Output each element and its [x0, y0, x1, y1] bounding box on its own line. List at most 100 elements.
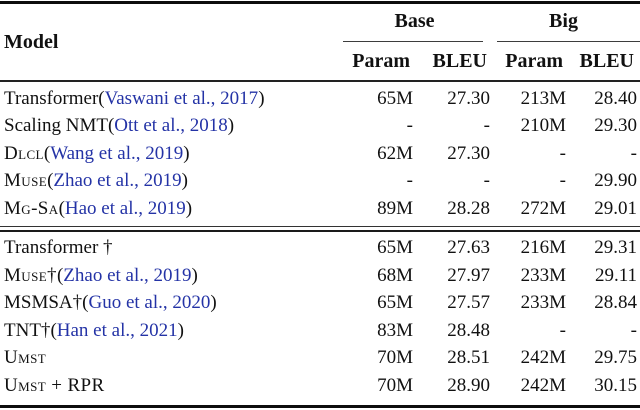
model-header-label: Model	[4, 30, 59, 53]
section-divider-thin-rule	[0, 225, 640, 227]
model-name: Scaling NMT	[4, 115, 108, 137]
table-row: Umst + RPR 70M 28.90 242M 30.15	[0, 372, 640, 400]
cmidrule-big	[497, 41, 640, 42]
section-divider-rule	[0, 229, 640, 232]
header-rule	[0, 80, 640, 82]
table-row: Mg-Sa (Hao et al., 2019) 89M 28.28 272M 29.0…	[0, 195, 640, 223]
metric-column-headers: Base Big Param BLEU Param BLEU	[342, 4, 640, 80]
model-cell: Scaling NMT (Ott et al., 2018)	[4, 115, 235, 137]
cell-param-big: 242M	[520, 347, 566, 369]
cell-bleu-base: 27.97	[447, 264, 490, 286]
citation-link[interactable]: Ott et al., 2018	[114, 115, 228, 137]
cell-bleu-big: 28.84	[594, 292, 637, 314]
cell-param-big: 210M	[520, 115, 566, 137]
model-cell: Umst	[0, 347, 345, 369]
cell-param-big: 272M	[520, 197, 566, 219]
cell-param-base: 62M	[377, 142, 413, 164]
cell-param-base: 70M	[377, 347, 413, 369]
section-prior-work: Transformer (Vaswani et al., 2017) 65M 27.…	[0, 82, 640, 226]
citation-link[interactable]: Hao et al., 2019	[64, 197, 186, 219]
group-label-base: Base	[394, 10, 435, 32]
table-row: Umst 70M 28.51 242M 29.75	[0, 345, 640, 373]
cell-bleu-big: 30.15	[594, 374, 637, 396]
model-name: Muse†	[4, 264, 57, 286]
cell-bleu-big: -	[630, 319, 637, 341]
cell-param-base: 65M	[377, 237, 413, 259]
cell-bleu-base: 28.28	[447, 197, 490, 219]
cell-bleu-big: 29.30	[594, 115, 637, 137]
cell-param-big: 216M	[520, 237, 566, 259]
model-cell: Umst + RPR	[0, 375, 345, 397]
cell-bleu-big: 29.31	[594, 237, 637, 259]
cell-bleu-base: -	[483, 115, 490, 137]
model-cell: Transformer †	[0, 237, 345, 259]
citation-link[interactable]: Wang et al., 2019	[50, 142, 184, 164]
table-row: Muse† (Zhao et al., 2019) 68M 27.97 233M 29.…	[0, 262, 640, 290]
cell-param-big: 233M	[520, 264, 566, 286]
cell-bleu-big: 29.01	[594, 197, 637, 219]
model-cell: TNT† (Han et al., 2021)	[4, 319, 184, 341]
model-cell: MSMSA† (Guo et al., 2020)	[4, 292, 217, 314]
cell-bleu-big: 28.40	[594, 87, 637, 109]
column-group-base: Base	[342, 4, 487, 42]
model-name: TNT†	[4, 319, 51, 341]
table-row: Transformer (Vaswani et al., 2017) 65M 27.…	[0, 85, 640, 113]
cell-bleu-big: 29.75	[594, 347, 637, 369]
group-header-row: Base Big	[342, 4, 640, 42]
group-label-big: Big	[549, 10, 578, 32]
subheader-param-big: Param	[505, 49, 563, 72]
model-name: Umst + RPR	[4, 374, 105, 396]
subheader-bleu-base: BLEU	[432, 49, 487, 72]
model-name: Muse	[4, 170, 48, 192]
citation-link[interactable]: Han et al., 2021	[56, 319, 178, 341]
citation-link[interactable]: Guo et al., 2020	[88, 292, 211, 314]
cell-param-big: -	[559, 142, 566, 164]
table-row: TNT† (Han et al., 2021) 83M 28.48 - -	[0, 317, 640, 345]
cell-param-base: 70M	[377, 374, 413, 396]
cell-param-base: -	[406, 115, 413, 137]
cell-param-big: -	[559, 170, 566, 192]
cell-param-base: 83M	[377, 319, 413, 341]
cell-bleu-base: 27.30	[447, 142, 490, 164]
cell-param-base: 65M	[377, 292, 413, 314]
cell-param-base: 89M	[377, 197, 413, 219]
column-group-big: Big	[487, 4, 640, 42]
cell-param-base: 68M	[377, 264, 413, 286]
cell-bleu-base: 27.63	[447, 237, 490, 259]
bottom-rule	[0, 404, 640, 408]
model-cell: Mg-Sa (Hao et al., 2019)	[4, 197, 193, 219]
subheader-row: Param BLEU Param BLEU	[342, 42, 640, 80]
cell-param-big: -	[559, 319, 566, 341]
model-column-header: Model	[0, 4, 342, 80]
table-row: Scaling NMT (Ott et al., 2018) - - 210M 29.3…	[0, 113, 640, 141]
model-name: Transformer †	[4, 237, 113, 259]
cmidrule-base	[343, 41, 483, 42]
cell-param-big: 233M	[520, 292, 566, 314]
citation-link[interactable]: Zhao et al., 2019	[63, 264, 192, 286]
cell-bleu-base: -	[483, 170, 490, 192]
cell-bleu-big: 29.90	[594, 170, 637, 192]
model-name: Mg-Sa	[4, 197, 59, 219]
model-cell: Dlcl (Wang et al., 2019)	[4, 142, 190, 164]
cell-param-base: -	[406, 170, 413, 192]
model-name: MSMSA†	[4, 292, 83, 314]
subheader-bleu-big: BLEU	[579, 49, 634, 72]
cell-bleu-base: 28.51	[447, 347, 490, 369]
cell-param-big: 242M	[520, 374, 566, 396]
cell-param-big: 213M	[520, 87, 566, 109]
table-row: Muse (Zhao et al., 2019) - - - 29.90	[0, 168, 640, 196]
citation-link[interactable]: Zhao et al., 2019	[53, 170, 182, 192]
cell-param-base: 65M	[377, 87, 413, 109]
cell-bleu-big: -	[630, 142, 637, 164]
citation-link[interactable]: Vaswani et al., 2017	[104, 87, 259, 109]
table-row: Dlcl (Wang et al., 2019) 62M 27.30 - -	[0, 140, 640, 168]
cell-bleu-big: 29.11	[594, 264, 637, 286]
model-cell: Transformer (Vaswani et al., 2017)	[4, 87, 265, 109]
subheader-param-base: Param	[352, 49, 410, 72]
model-name: Transformer	[4, 87, 99, 109]
table-row: Transformer † 65M 27.63 216M 29.31	[0, 235, 640, 263]
top-rule	[0, 1, 640, 4]
cell-bleu-base: 27.57	[447, 292, 490, 314]
cell-bleu-base: 27.30	[447, 87, 490, 109]
